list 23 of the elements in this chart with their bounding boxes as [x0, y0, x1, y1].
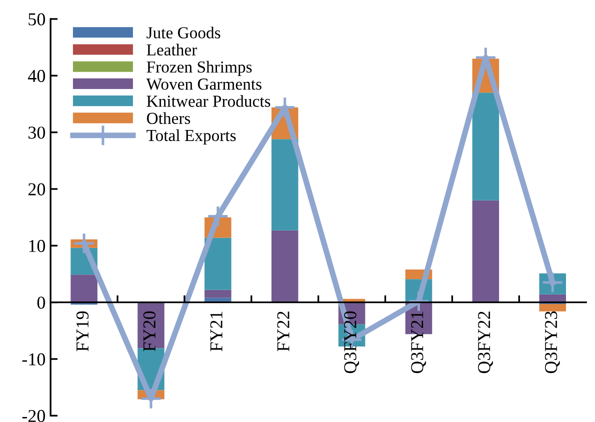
x-tick-label: FY22 — [277, 312, 290, 352]
y-tick-label: 0 — [37, 296, 46, 309]
legend-label: Jute Goods — [146, 26, 220, 38]
legend-label: Others — [146, 112, 190, 124]
x-tick-label: Q3FY23 — [544, 311, 560, 374]
y-tick-label: 30 — [28, 126, 46, 139]
x-tick-label: FY19 — [76, 311, 89, 352]
y-tick-label: -10 — [22, 353, 46, 366]
x-tick-label: Q3FY20 — [344, 311, 360, 374]
x-tick-label: FY21 — [210, 312, 222, 352]
y-tick-label: 20 — [28, 183, 46, 196]
y-tick-label: 10 — [29, 240, 46, 252]
y-tick-label: -20 — [22, 410, 46, 422]
legend-label: Woven Garments — [146, 78, 262, 90]
x-tick-label: Q3FY21 — [411, 312, 426, 374]
x-tick-label: Q3FY22 — [478, 312, 493, 374]
x-tick-label: FY20 — [143, 311, 156, 352]
legend-label: Leather — [146, 44, 198, 56]
y-tick-label: 50 — [28, 13, 46, 26]
legend-label: Frozen Shrimps — [146, 60, 252, 76]
legend-label: Total Exports — [146, 129, 236, 144]
y-tick-label: 40 — [28, 70, 46, 82]
legend-label: Knitwear Products — [146, 95, 270, 107]
